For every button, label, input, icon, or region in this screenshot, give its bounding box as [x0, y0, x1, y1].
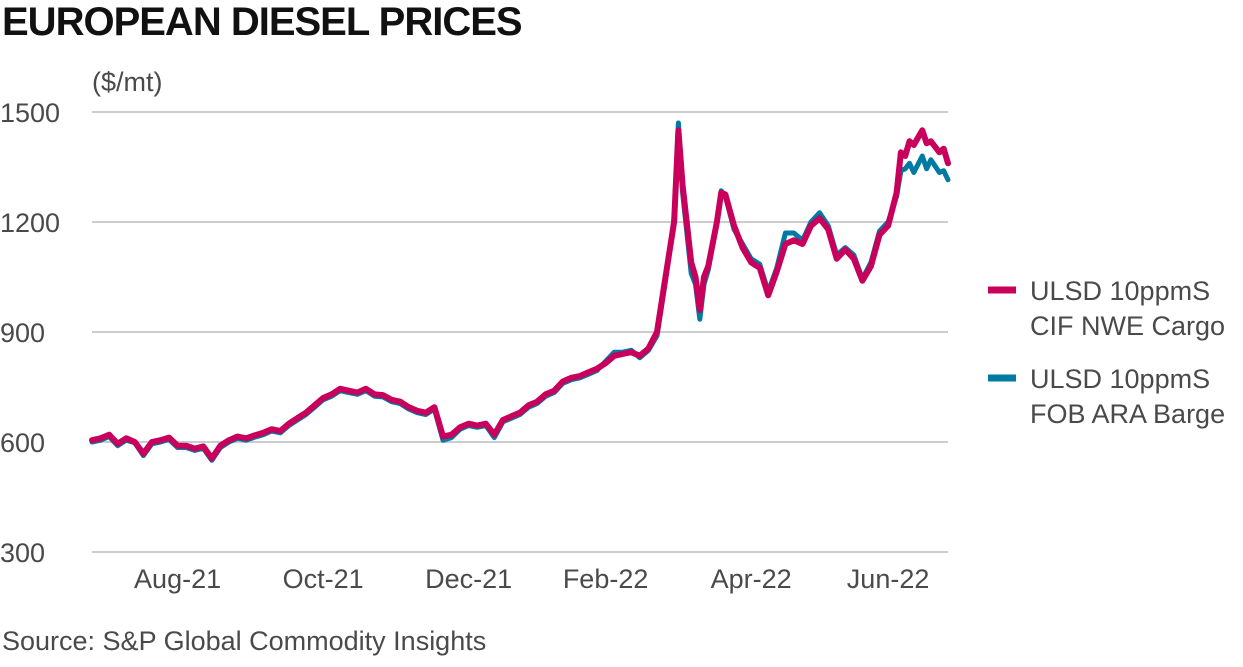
- legend: ULSD 10ppmS CIF NWE Cargo ULSD 10ppmS FOB A…: [988, 276, 1225, 429]
- y-tick-label: 1200: [0, 208, 60, 238]
- x-tick-label: Aug-21: [134, 564, 221, 594]
- series-line-cif-nwe: [89, 127, 951, 462]
- y-axis-unit-label: ($/mt): [92, 67, 163, 97]
- y-tick-label: 300: [0, 538, 45, 568]
- legend-label: CIF NWE Cargo: [1030, 311, 1225, 341]
- x-axis-ticks: Aug-21 Oct-21 Dec-21 Feb-22 Apr-22 Jun-22: [134, 564, 929, 594]
- legend-label: FOB ARA Barge: [1030, 399, 1225, 429]
- legend-label: ULSD 10ppmS: [1030, 276, 1210, 306]
- chart-title: EUROPEAN DIESEL PRICES: [2, 0, 523, 44]
- x-tick-label: Jun-22: [847, 564, 930, 594]
- y-tick-label: 1500: [0, 98, 60, 128]
- x-tick-label: Feb-22: [563, 564, 649, 594]
- y-tick-label: 900: [0, 318, 45, 348]
- y-axis-ticks: 300 600 900 1200 1500: [0, 98, 60, 568]
- x-tick-label: Oct-21: [283, 564, 364, 594]
- series-lines: [89, 120, 951, 463]
- x-tick-label: Apr-22: [711, 564, 792, 594]
- x-tick-label: Dec-21: [425, 564, 512, 594]
- y-tick-label: 600: [0, 428, 45, 458]
- legend-label: ULSD 10ppmS: [1030, 364, 1210, 394]
- source-note: Source: S&P Global Commodity Insights: [2, 626, 487, 656]
- gridlines: [92, 111, 948, 553]
